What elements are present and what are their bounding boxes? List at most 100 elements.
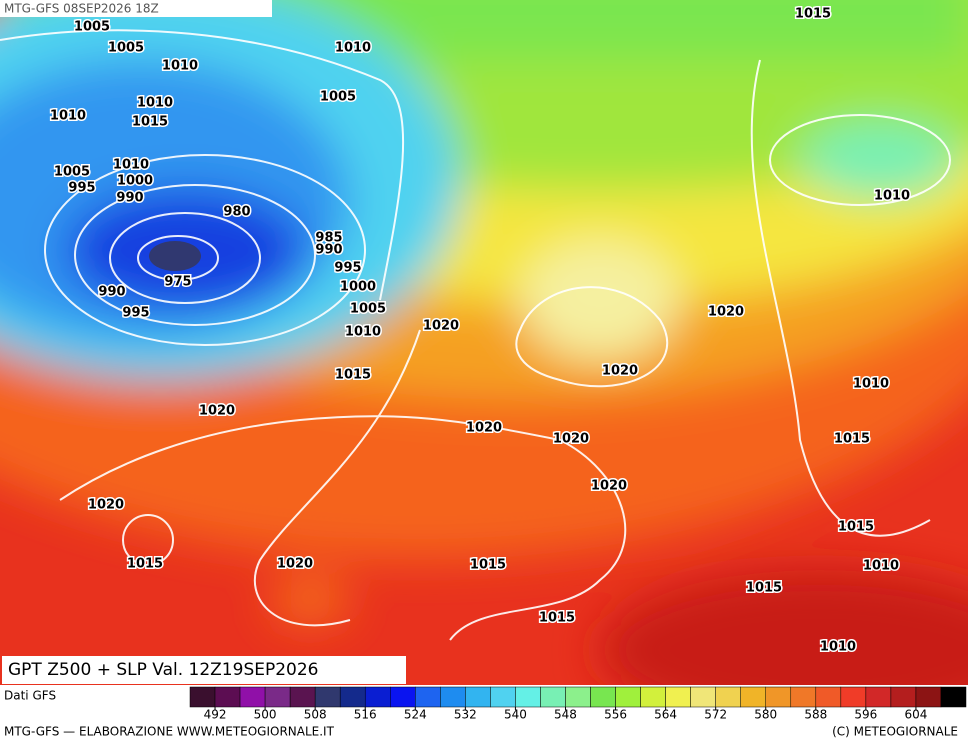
color-swatch	[715, 686, 741, 708]
color-swatch	[640, 686, 666, 708]
isobar-label: 1005	[320, 90, 356, 105]
tick-label: 588	[804, 708, 827, 722]
isobar-label: 1020	[423, 319, 459, 334]
isobar-label: 1010	[137, 96, 173, 111]
isobar-label: 1015	[834, 432, 870, 447]
tick-label: 500	[254, 708, 277, 722]
color-swatch	[515, 686, 541, 708]
isobar-label: 1020	[553, 432, 589, 447]
tick-label: 532	[454, 708, 477, 722]
isobar-label: 1015	[127, 557, 163, 572]
color-swatch	[540, 686, 566, 708]
color-swatch	[415, 686, 441, 708]
source-label: Dati GFS	[4, 689, 56, 703]
color-swatch	[339, 686, 366, 708]
isobar-label: 1020	[466, 421, 502, 436]
isobar-label: 990	[98, 285, 125, 300]
isobar-label: 1010	[853, 377, 889, 392]
isobar-label: 1015	[838, 520, 874, 535]
color-swatch	[289, 686, 316, 708]
isobar-label: 1005	[74, 20, 110, 35]
isobar-label: 990	[315, 243, 342, 258]
isobar-label: 975	[164, 275, 191, 290]
isobar-label: 1005	[108, 41, 144, 56]
color-swatch	[740, 686, 766, 708]
color-swatch	[615, 686, 641, 708]
color-swatch	[364, 686, 391, 708]
tick-label: 580	[754, 708, 777, 722]
tick-label: 572	[704, 708, 727, 722]
color-swatch	[890, 686, 917, 708]
isobar-label: 1015	[132, 115, 168, 130]
color-swatch	[915, 686, 942, 708]
map-title: GPT Z500 + SLP Val. 12Z19SEP2026	[8, 660, 319, 680]
run-label: MTG-GFS 08SEP2026 18Z	[4, 2, 159, 16]
isobar-label: 1010	[335, 41, 371, 56]
isobar-label: 1020	[199, 404, 235, 419]
color-swatch	[790, 686, 817, 708]
isobar-label: 990	[116, 191, 143, 206]
isobar-label: 995	[68, 181, 95, 196]
color-swatch	[490, 686, 516, 708]
footer-left: MTG-GFS — ELABORAZIONE WWW.METEOGIORNALE…	[4, 725, 335, 739]
isobar-label: 1010	[113, 158, 149, 173]
isobar-label: 1010	[874, 189, 910, 204]
isobar-label: 1020	[708, 305, 744, 320]
color-swatch	[465, 686, 491, 708]
color-swatch	[665, 686, 691, 708]
title-box	[2, 656, 406, 684]
isobar-label: 980	[223, 205, 250, 220]
isobar-labels: 1005 1005 1010 1010 1015 1005 1010 1010 1015 1005…	[48, 5, 911, 656]
isobar-label: 1010	[820, 640, 856, 655]
isobar-label: 1005	[54, 165, 90, 180]
isobar-label: 995	[334, 261, 361, 276]
isobar-label: 1010	[863, 559, 899, 574]
isobar-label: 1015	[539, 611, 575, 626]
isobar-label: 1015	[335, 368, 371, 383]
tick-label: 540	[504, 708, 527, 722]
isobar-label: 995	[122, 306, 149, 321]
color-swatch	[264, 686, 291, 708]
color-swatch	[314, 686, 341, 708]
tick-label: 604	[904, 708, 927, 722]
isobar-label: 1010	[345, 325, 381, 340]
color-swatch	[440, 686, 466, 708]
isobar-label: 1020	[602, 364, 638, 379]
color-swatch	[865, 686, 892, 708]
color-swatch	[239, 686, 266, 708]
isobar-label: 1010	[162, 59, 198, 74]
color-swatch	[690, 686, 716, 708]
tick-label: 516	[354, 708, 377, 722]
footer-right: (C) METEOGIORNALE	[832, 725, 958, 739]
tick-label: 596	[854, 708, 877, 722]
isobar-label: 985	[315, 231, 342, 246]
isobar-label: 1020	[88, 498, 124, 513]
isobar-label: 1000	[117, 174, 153, 189]
color-swatch	[390, 686, 416, 708]
colorbar: 492 500 508 516 524 532 540 548 556 564 572 580 588 5…	[189, 686, 967, 722]
isobar-label: 1015	[470, 558, 506, 573]
color-swatch	[840, 686, 867, 708]
tick-label: 524	[404, 708, 427, 722]
map: 1005 1005 1010 1010 1015 1005 1010 1010 1015 1005…	[0, 0, 968, 685]
color-swatch	[765, 686, 792, 708]
tick-label: 564	[654, 708, 677, 722]
isobar-label: 1000	[340, 280, 376, 295]
color-swatch	[565, 686, 591, 708]
color-swatch	[940, 686, 967, 708]
color-swatch	[189, 686, 216, 708]
tick-label: 556	[604, 708, 627, 722]
tick-label: 548	[554, 708, 577, 722]
isobar-label: 1015	[746, 581, 782, 596]
isobar-label: 1010	[50, 109, 86, 124]
isobar-label: 1020	[277, 557, 313, 572]
tick-label: 508	[304, 708, 327, 722]
color-swatch	[214, 686, 241, 708]
isobar-label: 1015	[795, 7, 831, 22]
isobar-label: 1020	[591, 479, 627, 494]
color-swatch	[815, 686, 842, 708]
color-swatch	[590, 686, 616, 708]
isobar-label: 1005	[350, 302, 386, 317]
header-box	[0, 0, 272, 17]
